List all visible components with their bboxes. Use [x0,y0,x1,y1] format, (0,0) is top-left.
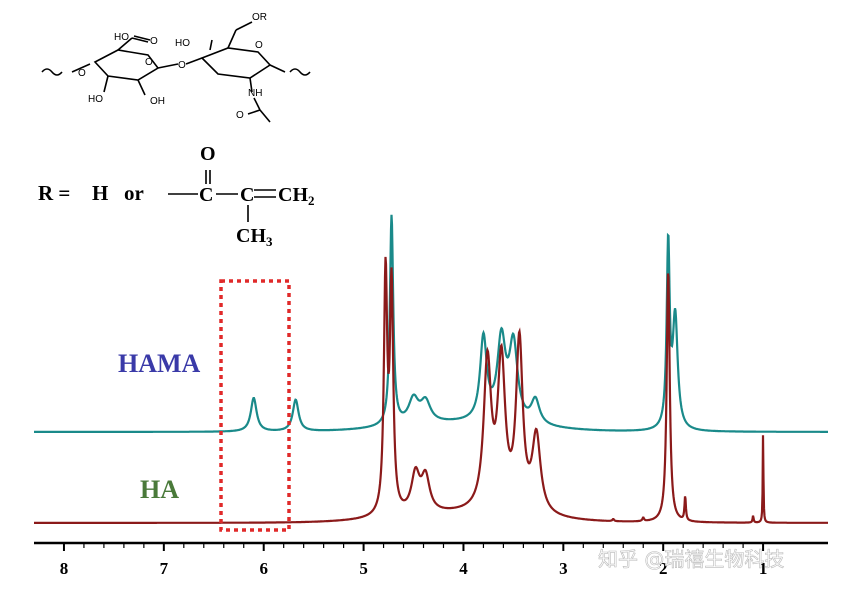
x-tick-label-6: 6 [259,559,268,578]
x-tick-label-7: 7 [160,559,169,578]
x-tick-label-3: 3 [559,559,568,578]
x-axis: 8 7 6 5 4 3 2 1 [34,541,828,578]
label-o-ring2: O [255,40,263,51]
label-o-carbonyl: O [150,36,158,47]
label-o-ring1: O [145,57,153,68]
carbonyl-o: O [200,143,216,165]
label-or: OR [252,12,267,23]
label-nh: NH [248,88,262,99]
series-line-hama [34,214,828,433]
ch3-label: CH3 [236,225,273,249]
chain-wave-left [41,68,63,76]
r-h-label: H [92,181,108,205]
label-ho-carboxyl: HO [114,32,129,43]
r-or-label: or [124,181,144,205]
molecule-text: HO O HO OH O O HO OR NH O O O R = H or O… [38,12,315,249]
label-ho-2: HO [175,38,190,49]
series-label-hama: HAMA [118,349,201,378]
ch2-label: CH2 [278,184,315,208]
label-ho-1: HO [88,94,103,105]
x-tick-label-5: 5 [359,559,368,578]
x-tick-label-4: 4 [459,559,468,578]
label-o-link: O [178,60,186,71]
label-oh: OH [150,96,165,107]
x-tick-label-8: 8 [60,559,69,578]
alkene-c: C [240,184,254,206]
x-tick-label-1: 1 [759,559,768,578]
series-line-ha [34,256,828,524]
r-equals-label: R = [38,181,70,205]
watermark: 知乎 @瑞禧生物科技 [598,547,784,571]
carbonyl-c: C [199,184,213,206]
label-o-amide: O [236,110,244,121]
label-o-left: O [78,68,86,79]
spectra-group [34,214,828,524]
series-label-ha: HA [140,475,179,504]
highlight-box [219,279,291,532]
x-tick-label-2: 2 [659,559,668,578]
molecular-structure [41,21,311,222]
